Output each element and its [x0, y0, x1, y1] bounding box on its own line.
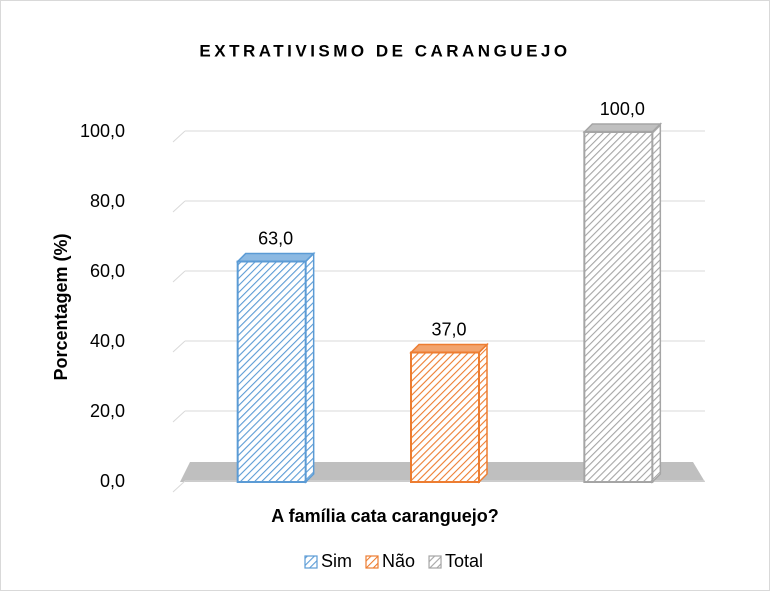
legend-label: Não — [382, 551, 415, 571]
y-tick-label: 20,0 — [90, 401, 125, 421]
grid-line — [172, 130, 186, 143]
grid-line — [172, 480, 186, 493]
grid-line — [172, 340, 186, 353]
legend-label: Sim — [321, 551, 352, 571]
y-tick-label: 80,0 — [90, 191, 125, 211]
y-tick-label: 0,0 — [100, 471, 125, 491]
bar-side — [651, 122, 662, 484]
legend-swatch — [428, 555, 442, 569]
grid-line — [172, 410, 186, 423]
bar — [236, 260, 307, 483]
data-label: 63,0 — [258, 228, 293, 248]
y-tick-label: 40,0 — [90, 331, 125, 351]
bar — [583, 131, 654, 483]
bar-side — [478, 342, 488, 484]
y-tick-label: 100,0 — [80, 121, 125, 141]
legend-swatch — [365, 555, 379, 569]
grid-line — [172, 200, 186, 213]
legend-swatch — [304, 555, 318, 569]
grid-line — [172, 270, 186, 283]
data-label: 37,0 — [431, 319, 466, 339]
bar-side — [304, 251, 315, 484]
legend-label: Total — [445, 551, 483, 571]
y-axis-title: Porcentagem (%) — [51, 233, 71, 380]
data-label: 100,0 — [600, 99, 645, 119]
chart-title: EXTRATIVISMO DE CARANGUEJO — [199, 41, 570, 60]
bar-top — [235, 252, 316, 263]
y-tick-label: 60,0 — [90, 261, 125, 281]
bar-top — [582, 123, 663, 133]
bar-top — [409, 343, 489, 354]
x-axis-title: A família cata caranguejo? — [271, 506, 498, 526]
bar — [410, 351, 480, 483]
